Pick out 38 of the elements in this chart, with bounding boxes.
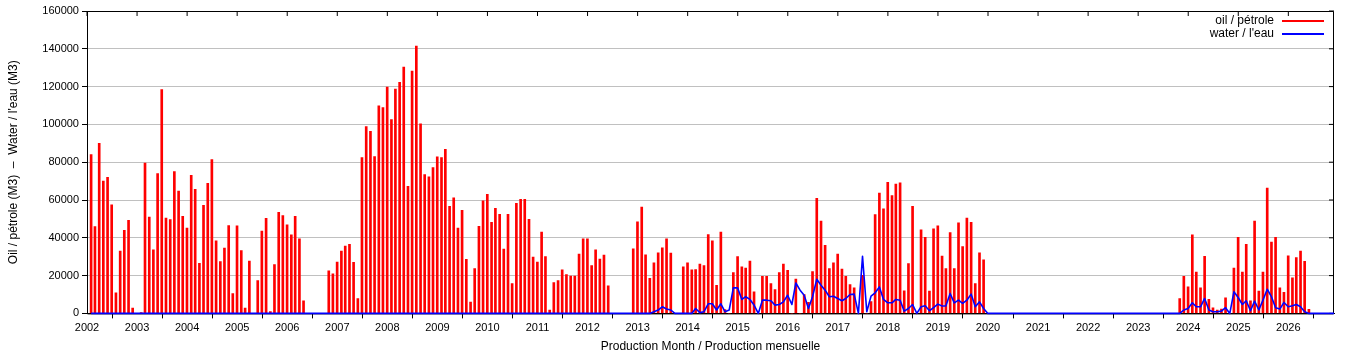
y-tick-label: 40000 — [48, 230, 79, 243]
x-tick-label: 2005 — [224, 321, 250, 334]
y-tick-label: 120000 — [42, 79, 79, 92]
y-tick-label: 80000 — [48, 155, 79, 168]
x-tick-label: 2019 — [925, 321, 951, 334]
y-tick-label: 100000 — [42, 117, 79, 130]
x-tick-label: 2004 — [174, 321, 200, 334]
x-tick-label: 2013 — [625, 321, 650, 334]
x-tick-label: 2025 — [1226, 321, 1251, 334]
x-tick-label: 2026 — [1276, 321, 1301, 334]
y-axis-title: Oil / pétrole (M3) – Water / l'eau (M3) — [5, 60, 20, 265]
x-tick-label: 2003 — [124, 321, 150, 334]
y-tick-label: 0 — [72, 306, 79, 319]
x-tick-label: 2014 — [675, 321, 700, 334]
x-tick-label: 2024 — [1175, 321, 1201, 334]
legend-label: oil / pétrole — [1215, 13, 1275, 28]
x-tick-label: 2008 — [375, 321, 400, 334]
x-tick-label: 2022 — [1075, 321, 1101, 334]
y-tick-label: 20000 — [48, 268, 79, 281]
y-tick-label: 140000 — [42, 41, 79, 54]
x-tick-label: 2023 — [1125, 321, 1151, 334]
x-tick-label: 2015 — [725, 321, 750, 334]
x-tick-label: 2016 — [775, 321, 801, 334]
x-tick-label: 2021 — [1025, 321, 1051, 334]
x-tick-label: 2002 — [74, 321, 100, 334]
y-tick-label: 160000 — [42, 4, 79, 17]
y-tick-label: 60000 — [48, 193, 79, 206]
x-tick-label: 2020 — [975, 321, 1001, 334]
legend-label: water / l'eau — [1208, 26, 1274, 41]
x-tick-label: 2018 — [875, 321, 901, 334]
x-axis-title: Production Month / Production mensuelle — [600, 339, 821, 354]
x-tick-label: 2012 — [575, 321, 600, 334]
x-tick-label: 2006 — [274, 321, 300, 334]
x-tick-label: 2011 — [525, 321, 550, 334]
x-tick-label: 2010 — [475, 321, 500, 334]
x-tick-label: 2017 — [825, 321, 851, 334]
x-tick-label: 2009 — [425, 321, 450, 334]
x-tick-label: 2007 — [325, 321, 350, 334]
